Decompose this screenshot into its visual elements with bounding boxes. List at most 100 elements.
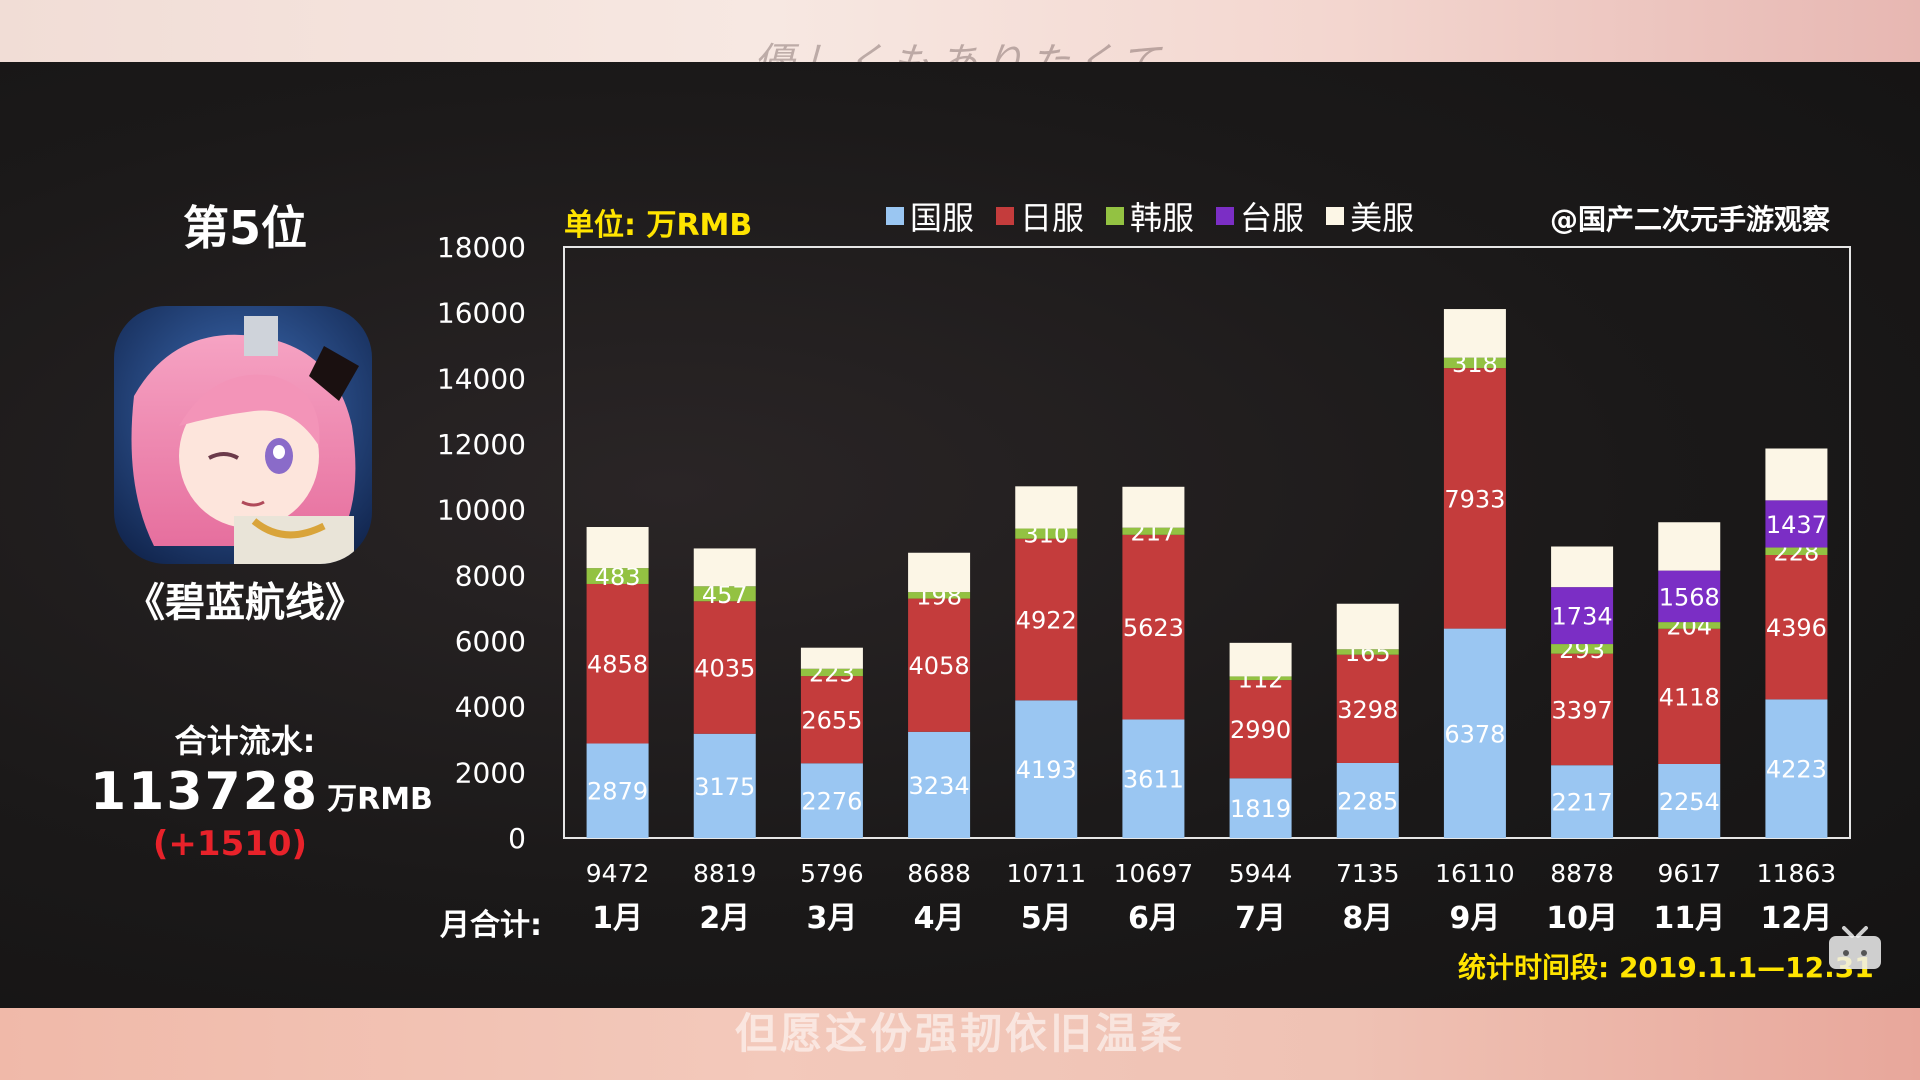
bar-segment-hanfu <box>586 568 649 584</box>
month-total: 11863 <box>1757 859 1837 888</box>
bar-segment-guofu <box>1229 778 1292 838</box>
y-tick-label: 16000 <box>437 297 526 330</box>
data-label-rifu: 3298 <box>1337 696 1398 724</box>
bar-segment-rifu <box>1015 538 1078 701</box>
bar-segment-rifu <box>908 598 971 732</box>
stat-period: 统计时间段: 2019.1.1—12.31 <box>1458 951 1874 984</box>
legend-item-rifu: 日服 <box>996 196 1085 237</box>
legend-item-meifu: 美服 <box>1326 196 1415 237</box>
total-revenue-unit: 万RMB <box>327 782 433 817</box>
bar-segment-rifu <box>1336 654 1399 763</box>
bar-segment-meifu <box>1229 642 1292 677</box>
bar-segment-guofu <box>1443 628 1506 838</box>
legend-item-hanfu: 韩服 <box>1106 196 1194 237</box>
bar-segment-meifu <box>1336 603 1399 650</box>
bar-segment-taifu <box>1658 570 1721 623</box>
data-label-rifu: 7933 <box>1444 485 1505 513</box>
legend-label-meifu: 美服 <box>1350 199 1415 237</box>
bar-segment-hanfu <box>1765 547 1828 556</box>
x-tick-label: 9月 <box>1449 901 1500 936</box>
plot-frame <box>563 246 1851 839</box>
month-total: 8878 <box>1550 859 1614 888</box>
legend-item-guofu: 国服 <box>886 196 975 237</box>
bar-segment-guofu <box>1551 765 1614 838</box>
bar-segment-guofu <box>586 743 649 838</box>
bar-segment-rifu <box>1122 534 1185 720</box>
month-total: 9617 <box>1657 859 1721 888</box>
data-label-rifu: 3397 <box>1552 696 1613 724</box>
y-tick-label: 0 <box>508 822 526 855</box>
bar-segment-guofu <box>1122 719 1185 838</box>
bar-segment-meifu <box>1443 309 1506 358</box>
video-bottom-band <box>0 1008 1920 1080</box>
month-total: 8688 <box>907 859 971 888</box>
bar-segment-rifu <box>693 601 756 734</box>
data-label-guofu: 4223 <box>1766 756 1827 784</box>
bar-segment-guofu <box>908 731 971 838</box>
bar-segment-meifu <box>1765 448 1828 501</box>
legend-swatch-guofu <box>886 207 904 225</box>
y-tick-label: 18000 <box>437 231 526 264</box>
game-title: 《碧蓝航线》 <box>125 580 365 626</box>
game-icon <box>114 306 372 564</box>
bar-segment-hanfu <box>1336 649 1399 655</box>
bar-segment-hanfu <box>908 592 971 599</box>
bar-segment-rifu <box>1229 680 1292 779</box>
legend-label-rifu: 日服 <box>1020 199 1085 237</box>
bar-segment-meifu <box>693 548 756 587</box>
legend-label-guofu: 国服 <box>910 199 975 237</box>
bar-segment-meifu <box>800 647 863 669</box>
data-label-rifu: 4058 <box>909 652 970 680</box>
y-tick-label: 6000 <box>455 625 526 658</box>
video-top-band <box>0 0 1920 62</box>
bar-segment-hanfu <box>693 586 756 602</box>
bar-segment-meifu <box>586 527 649 569</box>
month-total: 10711 <box>1006 859 1086 888</box>
x-tick-label: 5月 <box>1021 901 1072 936</box>
bar-segment-hanfu <box>1658 622 1721 629</box>
y-tick-label: 4000 <box>455 691 526 724</box>
tv-icon[interactable] <box>1826 926 1884 972</box>
data-label-taifu: 1734 <box>1552 603 1613 631</box>
data-label-guofu: 3234 <box>909 772 970 800</box>
watermark-text: @国产二次元手游观察 <box>1550 203 1831 236</box>
data-label-rifu: 4396 <box>1766 614 1827 642</box>
data-label-guofu: 3611 <box>1123 766 1184 794</box>
y-tick-label: 12000 <box>437 428 526 461</box>
data-label-rifu: 5623 <box>1123 614 1184 642</box>
bar-segment-rifu <box>1551 653 1614 766</box>
data-label-rifu: 4922 <box>1016 607 1077 635</box>
bar-segment-hanfu <box>1229 676 1292 681</box>
chart-legend: 国服 日服 韩服 台服 美服 <box>886 196 1415 237</box>
x-tick-label: 10月 <box>1546 901 1618 936</box>
x-tick-label: 6月 <box>1128 901 1179 936</box>
bar-segment-rifu <box>1658 628 1721 764</box>
total-revenue: 113728 万RMB <box>90 762 433 822</box>
bar-segment-rifu <box>800 676 863 764</box>
bar-segment-guofu <box>1658 763 1721 838</box>
bar-segment-hanfu <box>1443 357 1506 369</box>
legend-item-taifu: 台服 <box>1216 196 1304 237</box>
bar-segment-hanfu <box>1015 528 1078 539</box>
data-label-rifu: 4858 <box>587 651 648 679</box>
data-label-guofu: 2879 <box>587 778 648 806</box>
subtitle-bottom: 但愿这份强韧依旧温柔 <box>734 1009 1185 1058</box>
y-tick-label: 8000 <box>455 559 526 592</box>
data-label-guofu: 2285 <box>1337 787 1398 815</box>
month-total: 16110 <box>1435 859 1515 888</box>
bar-segment-meifu <box>1658 522 1721 571</box>
x-tick-label: 8月 <box>1342 901 1393 936</box>
chart-unit-label: 单位: 万RMB <box>564 208 753 243</box>
data-label-rifu: 4118 <box>1659 683 1720 711</box>
bar-segment-guofu <box>800 763 863 838</box>
bar-segment-meifu <box>1015 486 1078 529</box>
bar-segment-rifu <box>586 583 649 744</box>
month-total: 8819 <box>693 859 757 888</box>
legend-swatch-rifu <box>996 207 1015 225</box>
data-label-guofu: 6378 <box>1444 720 1505 748</box>
x-tick-label: 3月 <box>806 901 857 936</box>
data-label-taifu: 1568 <box>1659 583 1720 611</box>
bar-segment-guofu <box>693 733 756 838</box>
bar-segment-meifu <box>908 552 971 593</box>
